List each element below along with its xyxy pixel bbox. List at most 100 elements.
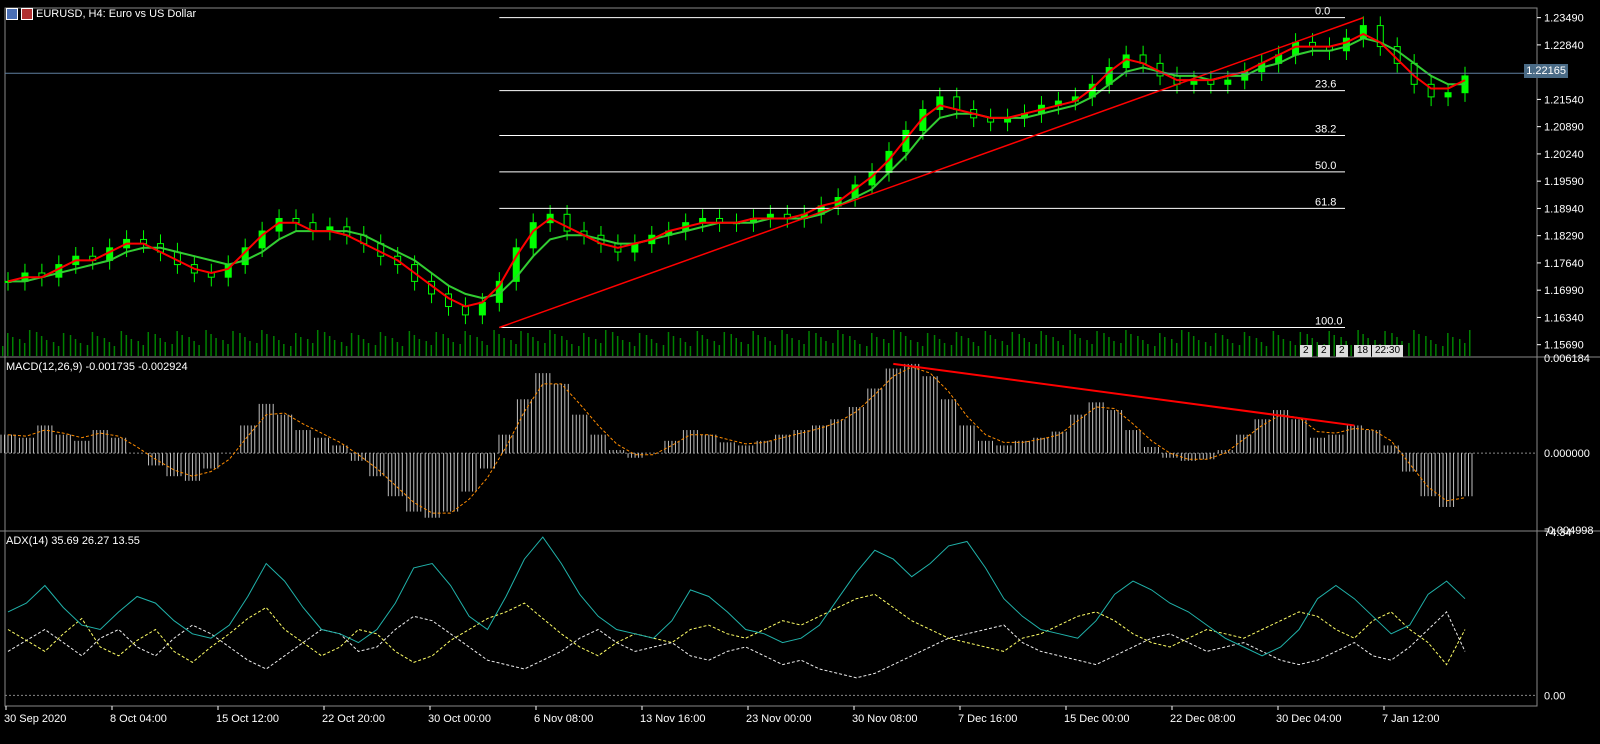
volume-bar: [227, 344, 229, 356]
volume-bar: [481, 341, 483, 356]
volume-bar: [273, 336, 275, 356]
volume-bar: [730, 334, 732, 356]
volume-bar: [498, 334, 500, 356]
volume-bar: [147, 332, 150, 356]
y-tick-label: 1.20890: [1544, 122, 1584, 134]
volume-bar: [357, 335, 360, 356]
volume-bar: [306, 339, 309, 356]
volume-bar: [57, 346, 60, 356]
volume-bar: [18, 339, 21, 356]
x-tick-label: 15 Oct 12:00: [216, 713, 279, 725]
volume-bar: [1057, 341, 1059, 356]
volume-bar: [340, 342, 343, 356]
volume-bar: [430, 345, 433, 356]
volume-bar: [1333, 335, 1335, 356]
candle: [241, 238, 249, 274]
volume-bar: [159, 338, 161, 356]
candle: [1054, 91, 1062, 115]
volume-bar: [1464, 343, 1466, 356]
volume-bar: [350, 333, 353, 356]
volume-bar: [447, 338, 449, 356]
volume-bar: [594, 339, 597, 356]
volume-bar: [887, 343, 890, 356]
volume-bar: [108, 342, 111, 356]
volume-bar: [1447, 333, 1449, 356]
volume-bar: [972, 342, 975, 356]
volume-bar: [1452, 337, 1454, 356]
volume-bar: [662, 345, 665, 356]
x-tick-label: 15 Dec 00:00: [1064, 713, 1129, 725]
candle: [224, 255, 232, 287]
volume-bar: [464, 331, 466, 356]
volume-bar: [120, 331, 123, 356]
volume-bar: [571, 344, 573, 356]
candle: [1275, 45, 1283, 73]
volume-bar: [1277, 335, 1280, 356]
volume-bar: [266, 334, 268, 356]
volume-bar: [943, 343, 946, 356]
candle: [1224, 70, 1232, 94]
volume-bar: [854, 340, 856, 356]
volume-bar: [1316, 342, 1319, 356]
fib-level-label: 23.6: [1315, 79, 1336, 91]
x-tick-label: 7 Jan 12:00: [1382, 713, 1440, 725]
candle: [1393, 37, 1401, 73]
volume-bar: [955, 332, 958, 356]
volume-bar: [328, 336, 331, 356]
volume-bar: [561, 336, 563, 356]
volume-bar: [1125, 330, 1127, 356]
candle: [631, 234, 639, 262]
volume-bar: [222, 340, 224, 356]
volume-bar: [515, 344, 517, 356]
volume-bar: [35, 332, 38, 356]
volume-bar: [91, 332, 94, 356]
volume-bar: [171, 344, 173, 356]
adx-minus-di-line: [7, 611, 1466, 679]
volume-bar: [1180, 330, 1183, 356]
volume-bar: [815, 333, 817, 356]
volume-bar: [866, 346, 868, 356]
adx-main-line: [7, 536, 1466, 657]
x-tick-label: 30 Oct 00:00: [428, 713, 491, 725]
volume-bar: [69, 335, 72, 356]
window-icon[interactable]: [6, 8, 18, 20]
volume-bar: [837, 330, 839, 356]
volume-bar: [1175, 343, 1178, 356]
fib-level-label: 0.0: [1315, 6, 1330, 18]
volume-bar: [1001, 341, 1004, 356]
x-tick-label: 6 Nov 08:00: [534, 713, 593, 725]
x-tick-label: 22 Oct 20:00: [322, 713, 385, 725]
volume-bar: [520, 331, 522, 356]
volume-bar: [764, 337, 766, 356]
chart-title-bar: EURUSD, H4: Euro vs US Dollar: [6, 8, 196, 20]
volume-bar: [527, 333, 529, 356]
volume-bar: [803, 344, 805, 356]
candle: [140, 230, 148, 253]
volume-bar: [909, 340, 912, 356]
volume-bar: [188, 337, 190, 356]
volume-bar: [316, 330, 319, 356]
volume-bar: [45, 340, 48, 356]
candle: [1376, 16, 1384, 56]
candle: [1004, 108, 1012, 132]
volume-bar: [781, 330, 783, 356]
y-tick-label: 1.23490: [1544, 13, 1584, 25]
macd-signal-line: [7, 366, 1466, 514]
volume-bar: [396, 342, 399, 356]
volume-bar: [362, 339, 365, 356]
volume-bar: [1442, 346, 1444, 356]
volume-bar: [452, 342, 454, 356]
flag-icon[interactable]: [21, 8, 33, 20]
volume-bar: [1350, 345, 1352, 356]
volume-bar: [193, 341, 195, 356]
fib-level-label: 100.0: [1315, 315, 1343, 327]
candle-body: [953, 96, 961, 110]
volume-bar: [808, 331, 810, 356]
y-tick-label: 1.16990: [1544, 285, 1584, 297]
volume-bar: [1435, 344, 1437, 356]
volume-bar: [12, 337, 14, 356]
volume-bar: [786, 334, 788, 356]
volume-bar: [718, 345, 721, 356]
candle: [1325, 37, 1333, 60]
